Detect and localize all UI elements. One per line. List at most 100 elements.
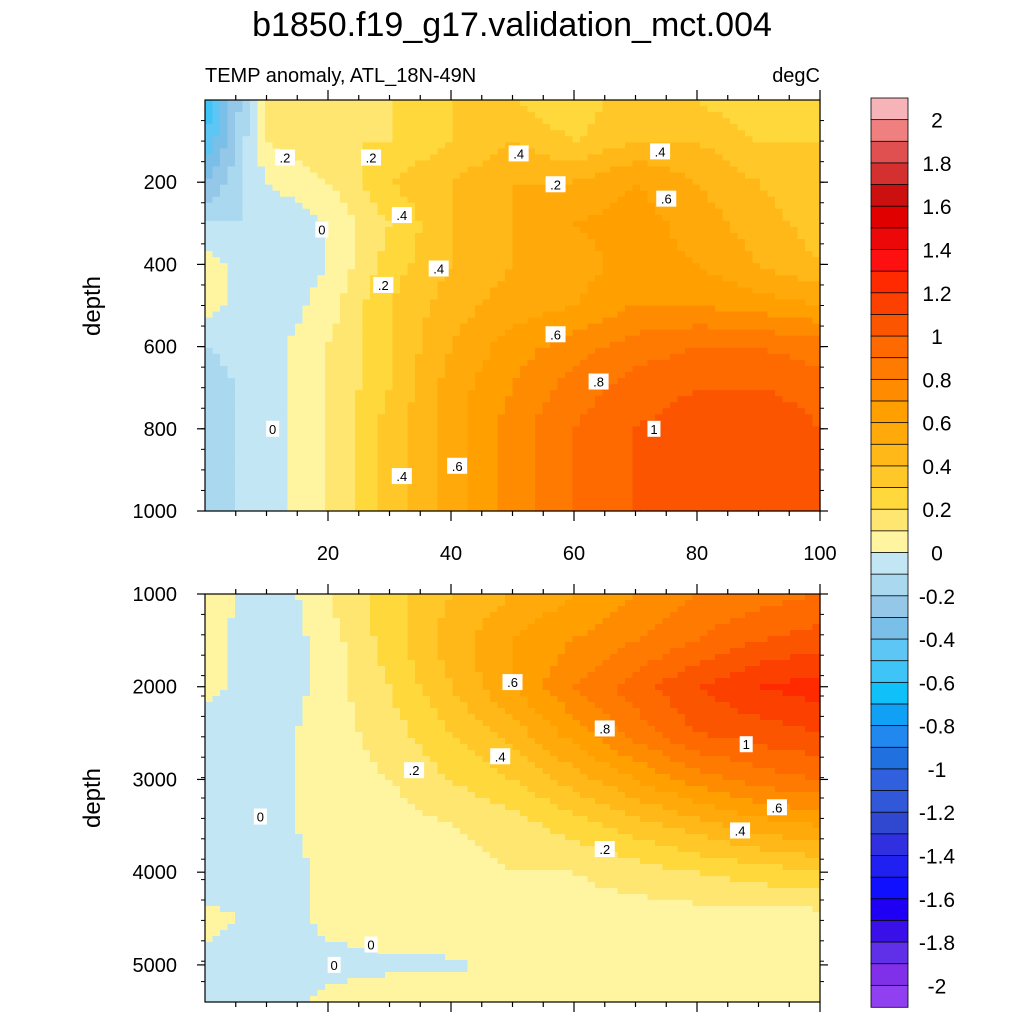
top-panel-cell: [812, 353, 821, 361]
top-panel-cell: [595, 347, 604, 355]
top-panel-cell: [797, 299, 806, 307]
top-panel-cell: [782, 347, 791, 355]
top-panel-cell: [550, 359, 559, 367]
top-panel-cell: [340, 226, 349, 234]
top-panel-cell: [655, 214, 664, 222]
top-panel-cell: [362, 142, 371, 149]
top-panel-cell: [400, 456, 409, 464]
top-panel-cell: [205, 384, 214, 391]
top-panel-cell: [460, 106, 469, 113]
top-panel-cell: [692, 214, 701, 222]
top-panel-cell: [377, 365, 386, 373]
top-panel-cell: [617, 281, 626, 288]
top-panel-cell: [722, 311, 731, 319]
top-panel-cell: [707, 208, 716, 216]
top-panel-cell: [647, 232, 656, 240]
top-panel-cell: [512, 329, 521, 337]
top-panel-cell: [437, 208, 446, 216]
top-panel-cell: [715, 214, 724, 222]
top-panel-cell: [250, 456, 259, 464]
top-panel-cell: [610, 202, 619, 210]
top-panel-cell: [655, 329, 664, 337]
top-panel-cell: [790, 226, 799, 234]
top-panel-cell: [430, 414, 439, 421]
top-panel-cell: [490, 329, 499, 337]
top-panel-cell: [445, 208, 454, 216]
top-panel-cell: [482, 365, 491, 373]
top-panel-cell: [587, 130, 596, 137]
top-panel-cell: [430, 390, 439, 397]
top-panel-cell: [812, 317, 821, 325]
top-panel-cell: [415, 202, 424, 210]
top-panel-cell: [205, 214, 214, 222]
top-panel-cell: [332, 384, 341, 391]
top-panel-cell: [475, 402, 484, 409]
top-panel-cell: [280, 408, 289, 415]
top-panel-cell: [287, 365, 296, 373]
top-panel-cell: [430, 196, 439, 204]
top-panel-cell: [437, 196, 446, 204]
top-panel-cell: [662, 124, 671, 131]
top-panel-cell: [250, 208, 259, 216]
top-panel-cell: [205, 371, 214, 379]
top-panel-cell: [475, 214, 484, 222]
top-panel-cell: [280, 190, 289, 198]
top-panel-cell: [782, 166, 791, 174]
top-panel-cell: [707, 142, 716, 149]
top-panel-cell: [542, 154, 551, 162]
top-panel-cell: [385, 148, 394, 155]
top-panel-cell: [722, 196, 731, 204]
top-panel-cell: [527, 190, 536, 198]
top-panel-cell: [287, 384, 296, 391]
top-panel-cell: [572, 438, 581, 446]
top-panel-cell: [227, 226, 236, 234]
top-panel-cell: [250, 347, 259, 355]
top-panel-cell: [287, 257, 296, 264]
top-panel-cell: [520, 232, 529, 240]
top-panel-cell: [535, 172, 544, 180]
top-panel-cell: [632, 365, 641, 373]
top-panel-cell: [580, 154, 589, 162]
top-panel-cell: [280, 220, 289, 228]
top-panel-cell: [235, 371, 244, 379]
top-panel-cell: [760, 136, 769, 143]
top-panel-cell: [797, 154, 806, 162]
top-panel-cell: [685, 281, 694, 288]
top-panel-cell: [280, 263, 289, 270]
top-panel-cell: [497, 178, 506, 186]
top-panel-cell: [542, 226, 551, 234]
top-panel-cell: [520, 106, 529, 113]
top-panel-cell: [655, 220, 664, 228]
top-panel-cell: [250, 432, 259, 440]
top-panel-cell: [812, 112, 821, 119]
top-panel-cell: [760, 190, 769, 198]
top-panel-cell: [407, 408, 416, 415]
top-panel-cell: [227, 317, 236, 325]
top-panel-cell: [640, 347, 649, 355]
top-panel-cell: [377, 178, 386, 186]
top-panel-cell: [445, 106, 454, 113]
top-panel-cell: [617, 438, 626, 446]
top-panel-cell: [700, 462, 709, 470]
top-panel-cell: [257, 130, 266, 137]
top-panel-cell: [265, 414, 274, 421]
top-panel-cell: [632, 106, 641, 113]
top-panel-cell: [220, 100, 229, 107]
top-panel-cell: [595, 444, 604, 452]
top-panel-cell: [587, 112, 596, 119]
top-panel-cell: [400, 226, 409, 234]
top-panel-cell: [730, 408, 739, 415]
top-panel-cell: [250, 245, 259, 252]
top-panel-cell: [242, 281, 251, 288]
top-panel-cell: [580, 112, 589, 119]
top-panel-cell: [400, 154, 409, 162]
top-panel-cell: [647, 136, 656, 143]
top-panel-cell: [467, 329, 476, 337]
top-panel-cell: [767, 329, 776, 337]
top-panel-cell: [445, 263, 454, 270]
top-panel-cell: [467, 190, 476, 198]
top-panel-cell: [355, 142, 364, 149]
top-panel-cell: [302, 136, 311, 143]
top-panel-cell: [220, 420, 229, 427]
top-panel-cell: [325, 311, 334, 319]
